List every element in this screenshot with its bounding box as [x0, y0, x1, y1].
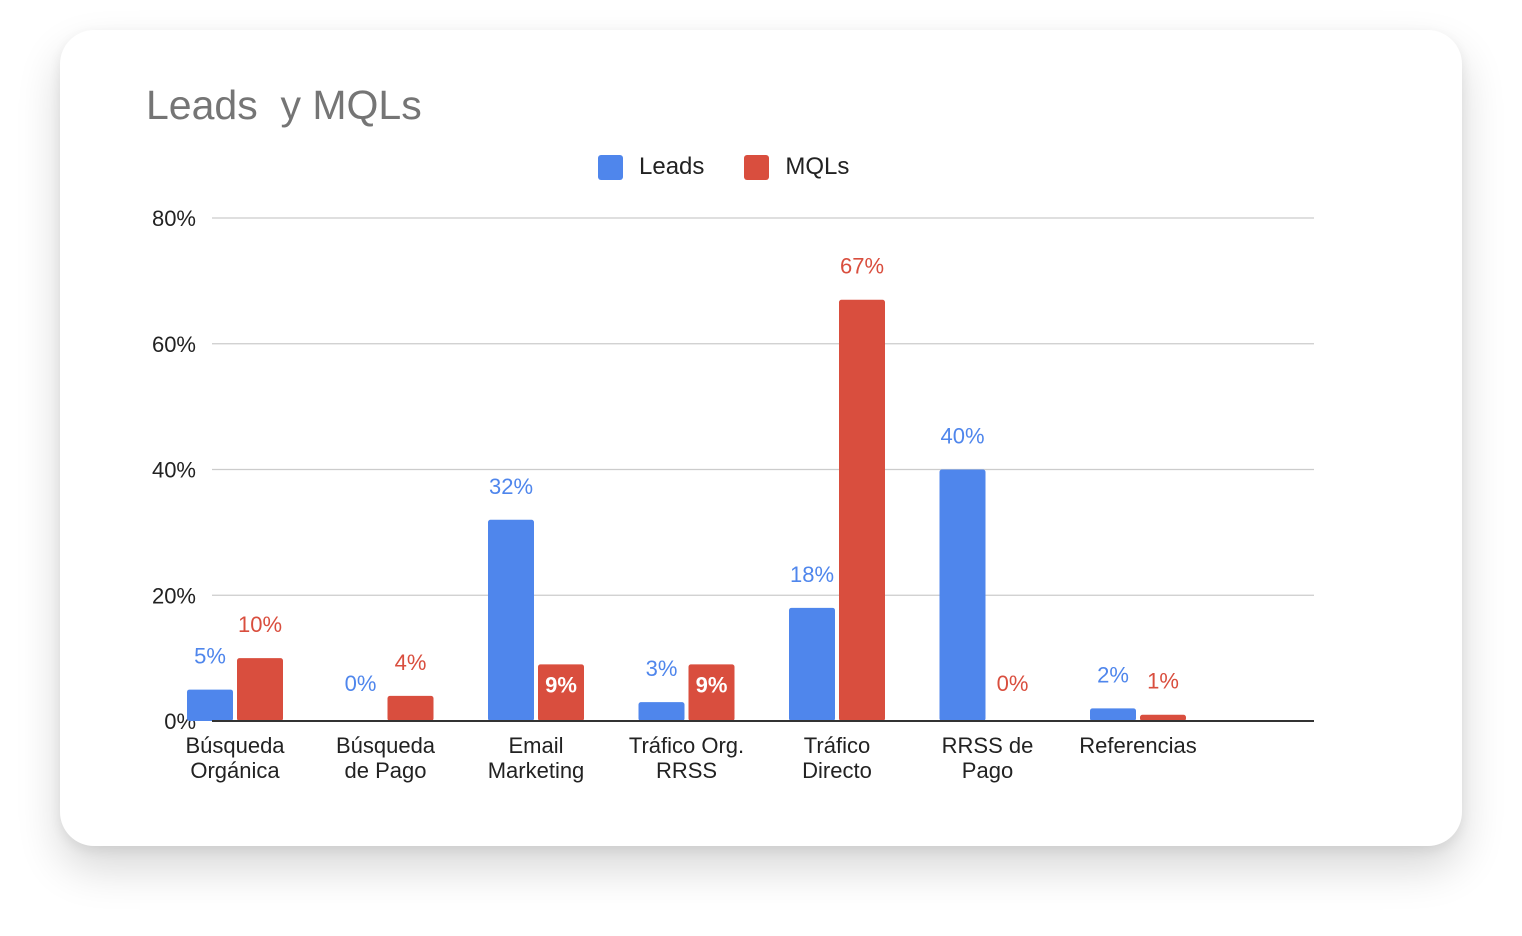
- y-tick-label: 60%: [152, 332, 196, 357]
- y-tick-label: 40%: [152, 458, 196, 483]
- data-label-mqls: 67%: [840, 254, 884, 279]
- bar-leads: [488, 519, 534, 721]
- data-label-mqls: 9%: [696, 672, 728, 697]
- legend-label-leads: Leads: [639, 153, 705, 180]
- bar-mqls: [387, 695, 434, 721]
- bar-mqls: [237, 658, 283, 721]
- bar-mqls: [688, 664, 735, 721]
- legend-label-mqls: MQLs: [785, 153, 850, 180]
- x-tick-label: Búsqueda: [336, 733, 436, 758]
- data-label-leads: 2%: [1097, 662, 1129, 687]
- x-tick-label: Referencias: [1079, 733, 1196, 758]
- x-tick-label: Orgánica: [190, 758, 280, 783]
- bar-leads: [638, 702, 685, 721]
- legend-item-mqls: MQLs: [744, 153, 849, 181]
- bar-chart-plot: 0% 20% 40% 60% 80% 5% 0% 32% 3% 18% 40% 2% 10% 4% 9% 9%…: [152, 206, 1314, 783]
- data-label-mqls: 9%: [545, 672, 577, 697]
- bar-mqls: [839, 299, 885, 721]
- bar-mqls: [1140, 714, 1186, 721]
- bar-leads: [789, 607, 835, 721]
- x-tick-label: de Pago: [345, 758, 427, 783]
- legend-swatch-mqls: [744, 154, 770, 180]
- bar-leads: [1090, 708, 1136, 721]
- legend-item-leads: Leads: [598, 153, 704, 181]
- data-label-leads: 5%: [194, 644, 226, 669]
- data-label-mqls: 1%: [1147, 669, 1179, 694]
- x-tick-label: Directo: [802, 758, 872, 783]
- bar-mqls: [538, 664, 584, 721]
- y-tick-label: 80%: [152, 206, 196, 231]
- x-tick-label: Marketing: [488, 758, 585, 783]
- x-tick-label: Tráfico: [804, 733, 870, 758]
- x-tick-label: Tráfico Org.: [629, 733, 744, 758]
- x-tick-label: RRSS de: [942, 733, 1034, 758]
- bar-leads: [939, 469, 986, 721]
- x-tick-label: RRSS: [656, 758, 717, 783]
- chart-title: Leads y MQLs: [146, 82, 422, 128]
- data-label-leads: 18%: [790, 562, 834, 587]
- bar-leads: [187, 689, 233, 721]
- data-label-mqls: 0%: [997, 671, 1029, 696]
- data-label-leads: 3%: [646, 656, 678, 681]
- x-tick-label: Búsqueda: [185, 733, 285, 758]
- legend-swatch-leads: [598, 154, 623, 180]
- data-label-mqls: 10%: [238, 612, 282, 637]
- data-label-leads: 0%: [345, 671, 377, 696]
- chart-card: Leads y MQLs Leads MQLs 0% 20% 40% 60% 80% 5%…: [60, 30, 1462, 846]
- data-label-leads: 40%: [940, 424, 984, 449]
- x-tick-label: Pago: [962, 758, 1013, 783]
- data-label-leads: 32%: [489, 474, 533, 499]
- x-tick-label: Email: [508, 733, 563, 758]
- legend: Leads MQLs: [598, 152, 849, 182]
- y-tick-label: 20%: [152, 583, 196, 608]
- data-label-mqls: 4%: [395, 650, 427, 675]
